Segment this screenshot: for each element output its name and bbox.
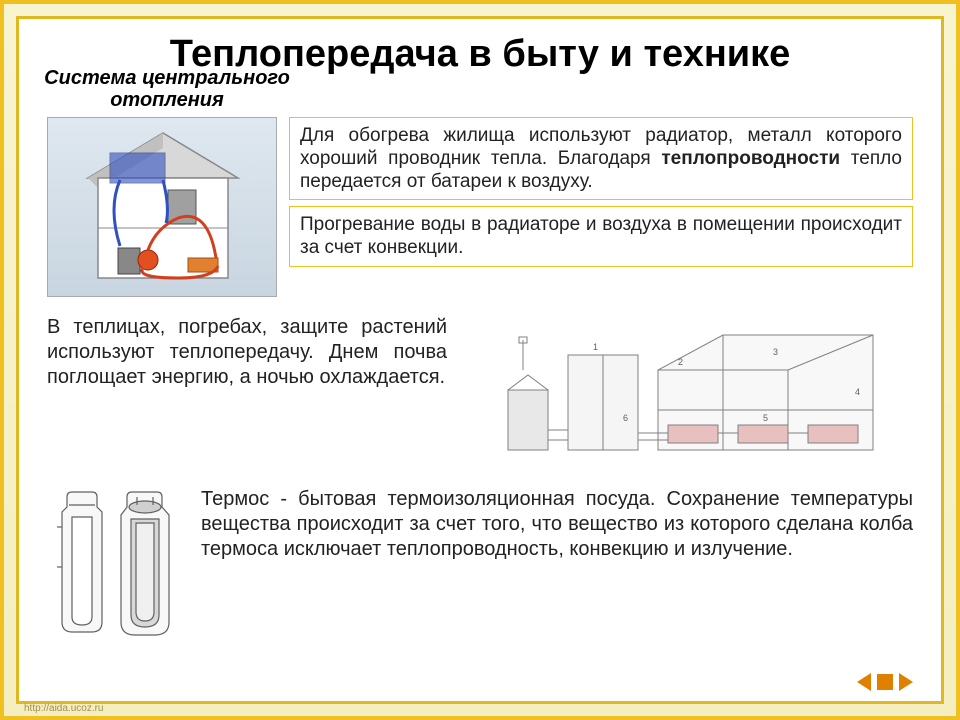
inner-frame: Теплопередача в быту и технике Система ц… xyxy=(16,16,944,704)
nav-controls xyxy=(857,673,913,691)
row-2: В теплицах, погребах, защите растений ис… xyxy=(47,315,913,475)
thermos-text: Термос - бытовая термоизоляционная посуд… xyxy=(201,487,913,562)
svg-text:2: 2 xyxy=(678,357,683,367)
svg-text:6: 6 xyxy=(623,413,628,423)
row-1: Для обогрева жилища используют радиатор,… xyxy=(47,117,913,297)
next-icon[interactable] xyxy=(899,673,913,691)
info-text-group: Для обогрева жилища используют радиатор,… xyxy=(289,117,913,267)
greenhouse-diagram: 1 2 3 4 5 6 xyxy=(463,315,913,475)
row-3: Термос - бытовая термоизоляционная посуд… xyxy=(47,487,913,642)
subtitle: Система центрального отопления xyxy=(37,67,297,111)
info-box-convection: Прогревание воды в радиаторе и воздуха в… xyxy=(289,206,913,266)
thermos-diagram xyxy=(47,487,187,642)
footer-url: http://aida.ucoz.ru xyxy=(24,703,104,714)
svg-text:3: 3 xyxy=(773,347,778,357)
info-box-conduction: Для обогрева жилища используют радиатор,… xyxy=(289,117,913,201)
svg-text:4: 4 xyxy=(855,387,860,397)
home-icon[interactable] xyxy=(877,674,893,690)
prev-icon[interactable] xyxy=(857,673,871,691)
svg-text:1: 1 xyxy=(593,342,598,352)
text-bold: теплопроводности xyxy=(661,148,840,169)
outer-frame: Теплопередача в быту и технике Система ц… xyxy=(0,0,960,720)
greenhouse-text: В теплицах, погребах, защите растений ис… xyxy=(47,315,447,390)
svg-text:5: 5 xyxy=(763,413,768,423)
house-heating-diagram xyxy=(47,117,277,297)
